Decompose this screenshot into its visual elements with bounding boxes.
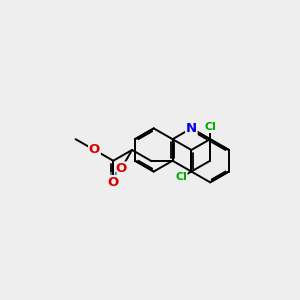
Text: H: H <box>109 172 118 182</box>
Text: O: O <box>116 162 127 175</box>
Text: O: O <box>108 176 119 189</box>
Text: Cl: Cl <box>175 172 187 182</box>
Text: Cl: Cl <box>204 122 216 132</box>
Text: O: O <box>89 143 100 157</box>
Text: N: N <box>186 122 197 135</box>
